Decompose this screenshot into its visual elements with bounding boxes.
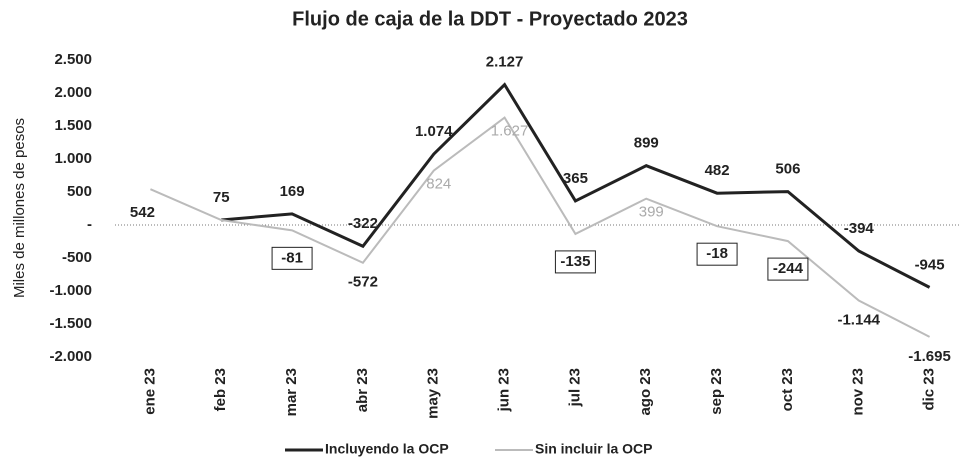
legend-label: Incluyendo la OCP	[325, 441, 449, 457]
x-tick-label: oct 23	[779, 368, 796, 411]
y-tick-label: -2.000	[49, 348, 92, 365]
data-label: -572	[348, 274, 378, 291]
x-tick-label: may 23	[425, 368, 442, 419]
series-line	[221, 82, 931, 289]
data-label: 1.627	[491, 123, 529, 140]
data-label: 75	[213, 189, 230, 206]
y-tick-label: -	[87, 216, 92, 233]
y-tick-label: -500	[62, 249, 92, 266]
data-label: 399	[639, 204, 664, 221]
y-axis-label: Miles de millones de pesos	[11, 118, 28, 298]
series-line	[150, 116, 931, 338]
data-label: 1.074	[415, 123, 453, 140]
data-label: -945	[915, 256, 945, 273]
data-label: -1.695	[908, 348, 951, 365]
label-box	[767, 257, 809, 281]
data-label: -244	[773, 260, 804, 277]
data-label: 169	[280, 183, 305, 200]
y-tick-label: 500	[67, 183, 92, 200]
data-label: 506	[775, 161, 800, 178]
label-box	[271, 246, 313, 270]
data-label: -81	[281, 249, 303, 266]
x-tick-label: jun 23	[496, 368, 513, 412]
y-tick-label: -1.000	[49, 282, 92, 299]
data-label: 899	[634, 135, 659, 152]
label-box	[696, 242, 738, 266]
data-label: 365	[563, 170, 588, 187]
data-label: -18	[706, 245, 728, 262]
y-tick-label: 2.000	[54, 84, 92, 101]
x-tick-label: abr 23	[354, 368, 371, 412]
x-tick-label: feb 23	[212, 368, 229, 411]
x-tick-label: dic 23	[921, 368, 938, 411]
data-label: 482	[705, 162, 730, 179]
x-tick-label: ago 23	[637, 368, 654, 416]
x-tick-label: jul 23	[566, 368, 583, 407]
y-tick-label: -1.500	[49, 315, 92, 332]
data-label: -394	[844, 220, 875, 237]
data-label: 2.127	[486, 54, 524, 71]
x-tick-label: nov 23	[850, 368, 867, 416]
x-tick-label: ene 23	[141, 368, 158, 415]
data-label: 824	[426, 176, 451, 193]
data-label: 542	[130, 204, 155, 221]
y-tick-label: 1.500	[54, 117, 92, 134]
data-label: -322	[348, 215, 378, 232]
chart-title: Flujo de caja de la DDT - Proyectado 202…	[292, 8, 688, 30]
x-tick-label: sep 23	[708, 368, 725, 415]
x-tick-label: mar 23	[283, 368, 300, 416]
y-tick-label: 1.000	[54, 150, 92, 167]
y-tick-label: 2.500	[54, 51, 92, 68]
data-label: -135	[560, 253, 590, 270]
legend-label: Sin incluir la OCP	[535, 441, 652, 457]
label-box	[554, 250, 596, 274]
data-label: -1.144	[837, 311, 880, 328]
